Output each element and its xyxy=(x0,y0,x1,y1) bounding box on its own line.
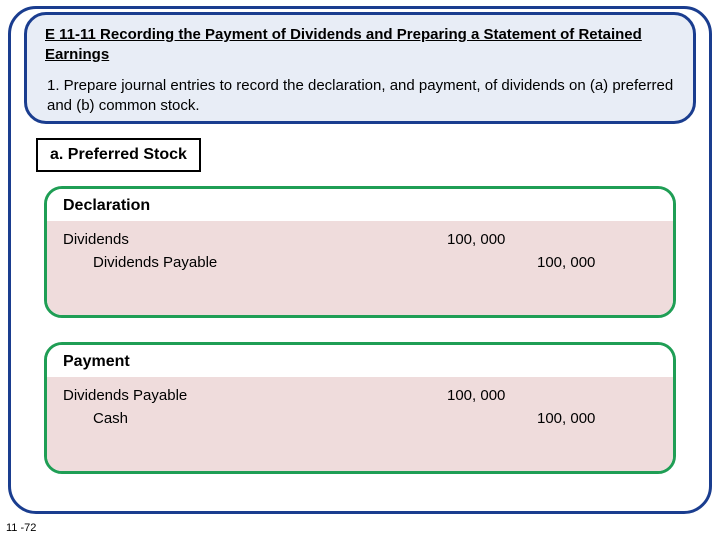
declaration-credit-account: Dividends Payable xyxy=(63,252,363,273)
declaration-body: Dividends 100, 000 Dividends Payable 100… xyxy=(47,221,673,315)
problem-statement-box: E 11-11 Recording the Payment of Dividen… xyxy=(24,12,696,124)
declaration-credit-amount: 100, 000 xyxy=(537,252,617,273)
payment-debit-account: Dividends Payable xyxy=(63,385,363,406)
payment-credit-line: Cash 100, 000 xyxy=(63,408,657,429)
payment-header: Payment xyxy=(47,345,673,377)
payment-credit-account: Cash xyxy=(63,408,363,429)
payment-debit-line: Dividends Payable 100, 000 xyxy=(63,385,657,406)
instruction-text: 1. Prepare journal entries to record the… xyxy=(45,76,675,117)
declaration-journal-box: Declaration Dividends 100, 000 Dividends… xyxy=(44,186,676,318)
declaration-debit-line: Dividends 100, 000 xyxy=(63,229,657,250)
payment-debit-amount: 100, 000 xyxy=(447,385,527,406)
declaration-debit-amount: 100, 000 xyxy=(447,229,527,250)
declaration-debit-account: Dividends xyxy=(63,229,363,250)
declaration-header: Declaration xyxy=(47,189,673,221)
section-label: a. Preferred Stock xyxy=(36,138,201,172)
problem-title: E 11-11 Recording the Payment of Dividen… xyxy=(45,25,675,64)
payment-credit-amount: 100, 000 xyxy=(537,408,617,429)
payment-journal-box: Payment Dividends Payable 100, 000 Cash … xyxy=(44,342,676,474)
payment-body: Dividends Payable 100, 000 Cash 100, 000 xyxy=(47,377,673,471)
page-number: 11 -72 xyxy=(6,522,36,534)
declaration-credit-line: Dividends Payable 100, 000 xyxy=(63,252,657,273)
